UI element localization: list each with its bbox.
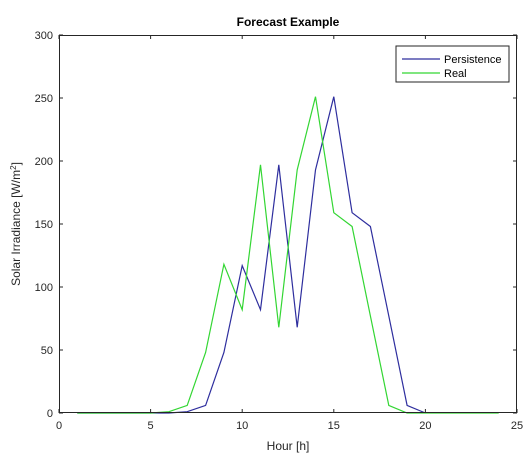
y-tick-label: 0 [47,408,53,420]
y-axis-label: Solar Irradiance [W/m2] [9,162,24,286]
x-tick-label: 0 [56,420,62,432]
y-tick-label: 300 [35,30,53,42]
x-tick-label: 10 [236,420,248,432]
x-axis-ticks: 0 5 10 15 20 25 [56,35,523,432]
y-tick-label: 100 [35,282,53,294]
y-tick-label: 150 [35,219,53,231]
x-tick-label: 20 [419,420,431,432]
y-tick-label: 50 [41,345,53,357]
legend: Persistence Real [395,45,510,83]
y-tick-label: 200 [35,156,53,168]
plot-area [59,35,517,413]
x-axis-label: Hour [h] [267,439,310,453]
y-axis-label-superscript: 2 [9,165,18,170]
y-tick-label: 250 [35,93,53,105]
x-tick-label: 5 [148,420,154,432]
x-tick-label: 15 [328,420,340,432]
y-axis-ticks: 0 50 100 150 200 250 300 [35,30,517,420]
chart-title: Forecast Example [237,15,340,29]
y-axis-label-main: Solar Irradiance [W/m [9,170,23,286]
legend-label-persistence: Persistence [444,54,501,66]
x-tick-label: 25 [511,420,523,432]
y-axis-label-end: ] [9,162,23,165]
legend-box [395,45,510,83]
legend-label-real: Real [444,68,467,80]
